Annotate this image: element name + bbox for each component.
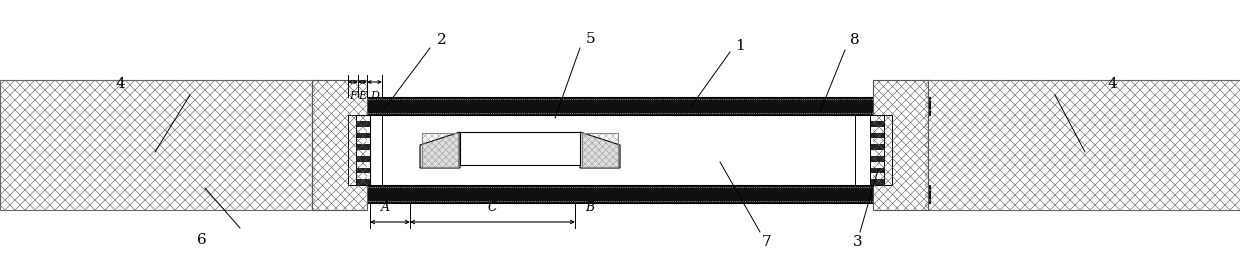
Text: 6: 6	[197, 233, 207, 247]
Bar	[870, 115, 885, 185]
Text: 8: 8	[849, 33, 859, 47]
Text: 1: 1	[735, 39, 745, 53]
Bar	[925, 80, 1240, 210]
Bar	[582, 133, 618, 167]
Bar	[870, 179, 885, 185]
Bar	[355, 168, 370, 173]
Polygon shape	[580, 132, 620, 168]
Text: D: D	[370, 91, 379, 101]
Text: F: F	[350, 91, 357, 101]
Bar	[312, 80, 367, 210]
Bar	[355, 179, 370, 185]
Bar	[312, 185, 930, 203]
Text: 5: 5	[587, 32, 595, 46]
Bar	[873, 80, 928, 210]
Bar	[870, 121, 885, 127]
Text: B: B	[585, 201, 594, 214]
Bar	[370, 115, 880, 185]
Polygon shape	[420, 132, 460, 168]
Bar	[873, 80, 928, 210]
Bar	[422, 133, 458, 167]
Bar	[582, 133, 618, 167]
Bar	[355, 115, 370, 185]
Bar	[355, 132, 370, 138]
Bar	[870, 132, 885, 138]
Bar	[312, 80, 367, 210]
Bar	[0, 80, 315, 210]
Bar	[348, 115, 356, 185]
Text: 7: 7	[763, 235, 771, 249]
Bar	[0, 80, 315, 210]
Bar	[460, 132, 580, 165]
Bar	[312, 97, 930, 115]
Bar	[355, 156, 370, 162]
Bar	[870, 144, 885, 150]
Text: 4: 4	[115, 77, 125, 91]
Bar	[884, 115, 892, 185]
Text: E: E	[358, 91, 367, 101]
Bar	[367, 115, 382, 185]
Bar	[925, 80, 1240, 210]
Bar	[355, 144, 370, 150]
Text: C: C	[487, 201, 497, 214]
Text: 4: 4	[1107, 77, 1117, 91]
Text: 2: 2	[436, 33, 446, 47]
Text: 3: 3	[853, 235, 863, 249]
Bar	[870, 156, 885, 162]
Bar	[355, 121, 370, 127]
Bar	[856, 115, 870, 185]
Bar	[422, 133, 458, 167]
Text: A: A	[381, 201, 389, 214]
Bar	[870, 168, 885, 173]
